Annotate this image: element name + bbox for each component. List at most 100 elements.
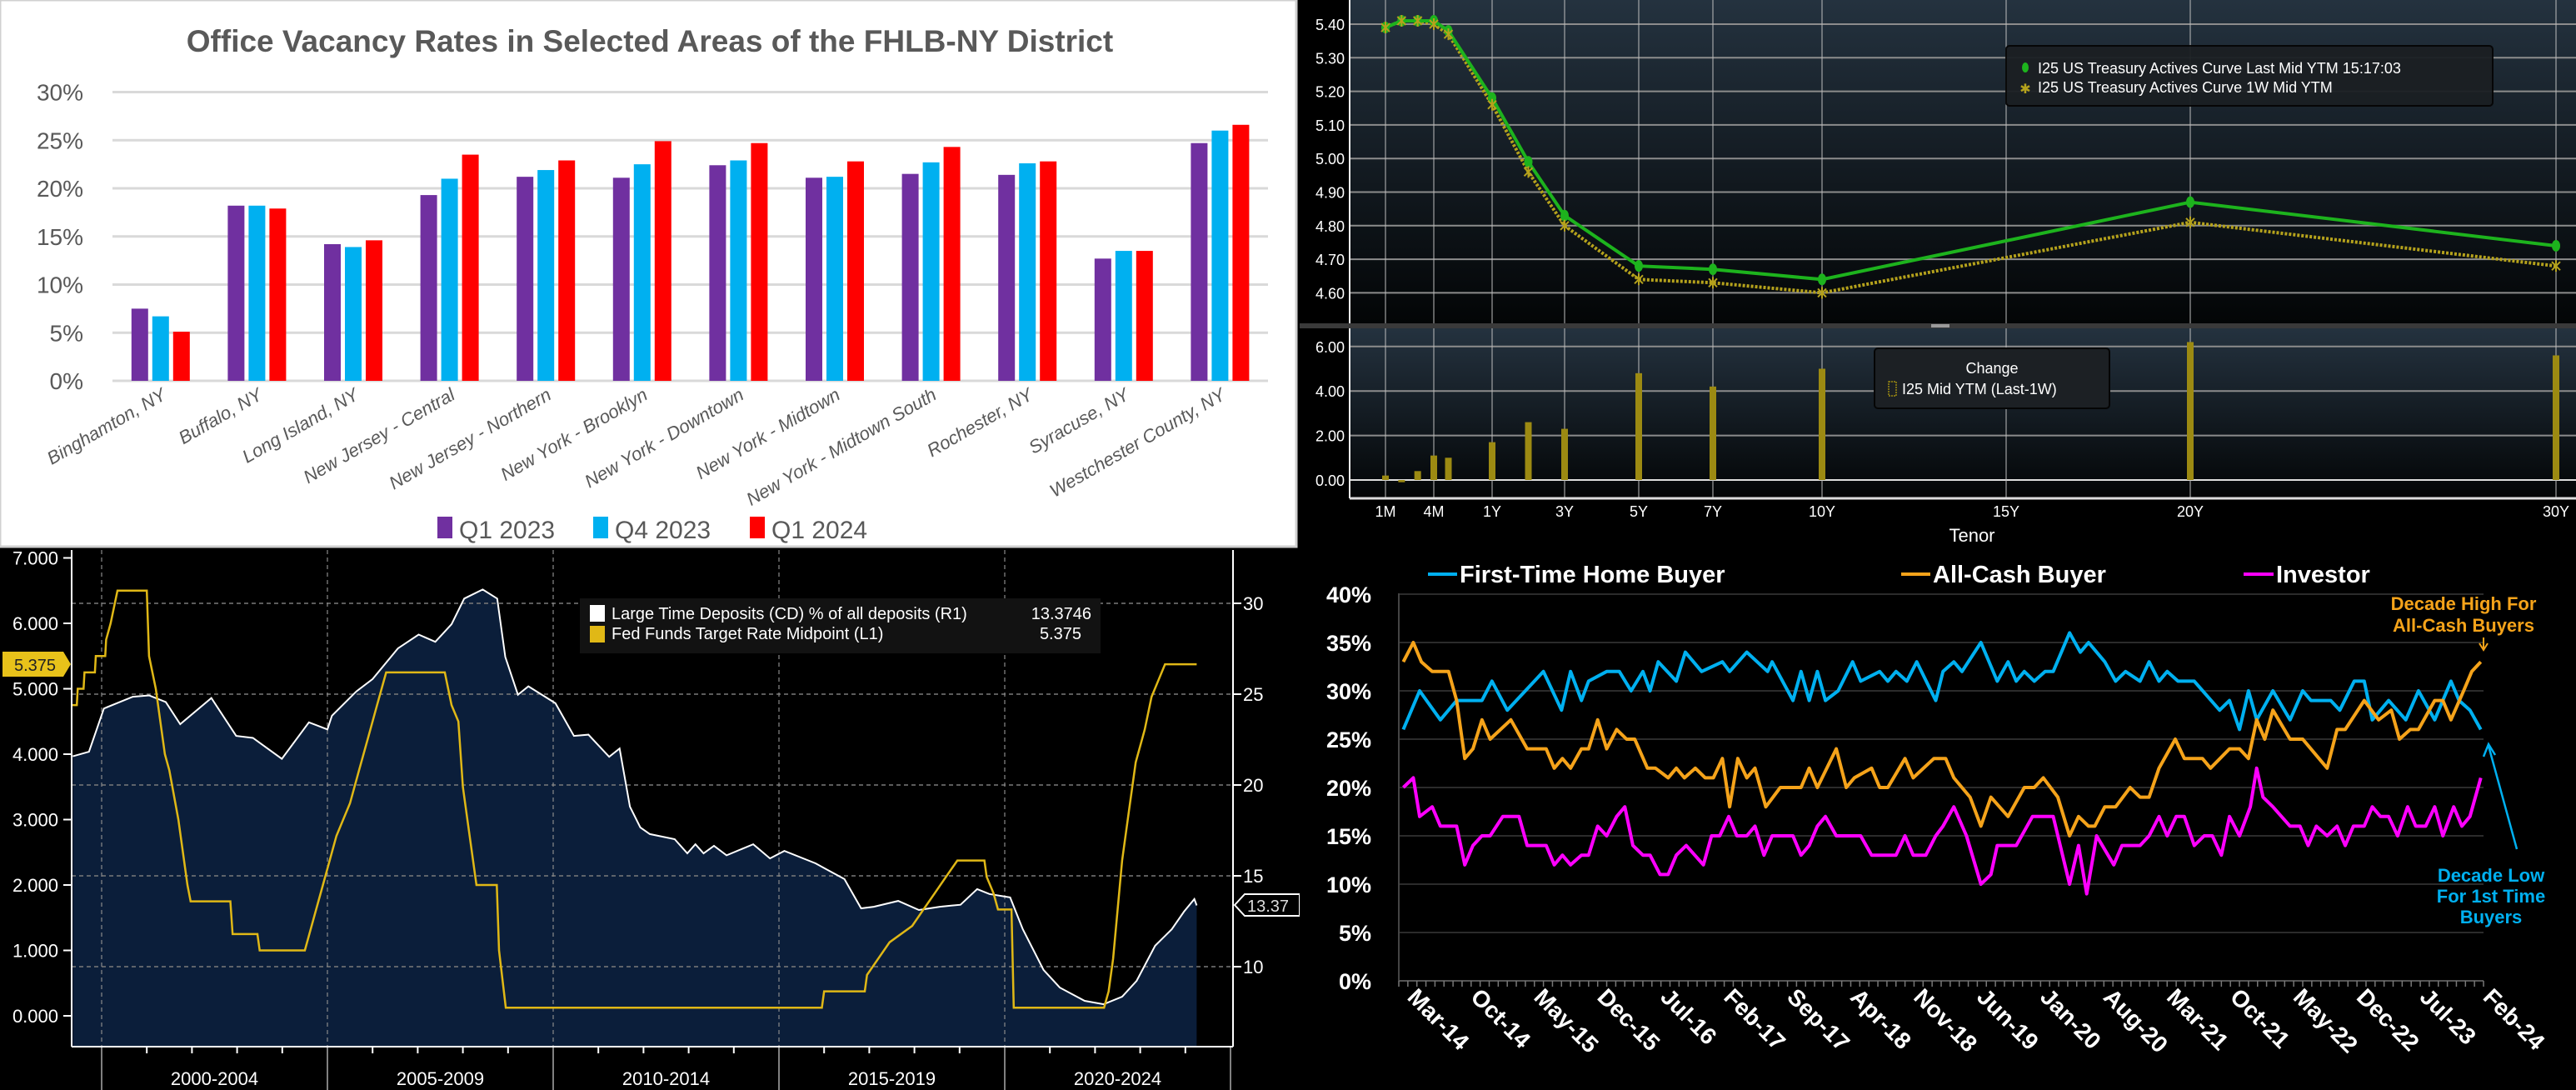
legend-box — [2005, 45, 2494, 107]
y-tick-label: 2.00 — [1315, 428, 1345, 445]
panel-background — [1300, 550, 2576, 1090]
annotation-arrow-down-icon — [2479, 638, 2489, 652]
x-period-label: 2015-2019 — [848, 1068, 936, 1089]
left-y-tick-label: 3.000 — [12, 810, 58, 831]
x-tick-label: 5Y — [1630, 503, 1648, 520]
annotation-decade-low: For 1st Time — [2437, 886, 2545, 907]
y-tick-label: 15% — [1326, 824, 1371, 849]
change-bar — [1710, 386, 1716, 480]
legend-label: I25 US Treasury Actives Curve Last Mid Y… — [2038, 60, 2401, 77]
x-tick-label: 1Y — [1483, 503, 1501, 520]
x-tick-label: 30Y — [2543, 503, 2569, 520]
change-bar — [1489, 442, 1495, 480]
x-axis-title: Tenor — [1949, 525, 1994, 546]
bar-q1-2023 — [227, 205, 245, 381]
bar-q1-2023 — [1094, 258, 1111, 381]
legend-value: 5.375 — [1040, 625, 1081, 643]
change-bar — [2187, 342, 2194, 480]
left-y-tick-label: 0.000 — [12, 1006, 58, 1027]
series-line-first-time-home-buyer — [1401, 631, 2483, 732]
y-tick-label: 5.40 — [1315, 17, 1345, 33]
change-bar — [1398, 480, 1405, 482]
y-tick-label: 25% — [37, 128, 83, 153]
y-tick-label: 6.00 — [1315, 339, 1345, 356]
bar-q1-2023 — [806, 178, 822, 381]
point-1w — [1523, 166, 1534, 178]
x-tick-label: 10Y — [1809, 503, 1835, 520]
y-tick-label: 4.00 — [1315, 383, 1345, 400]
series-line-all-cash-buyer — [1401, 641, 2483, 838]
bar-q1-2023 — [131, 308, 148, 381]
x-tick-label: 7Y — [1704, 503, 1722, 520]
change-bar — [1414, 471, 1421, 480]
y-tick-label: 0% — [50, 368, 83, 394]
bar-q1-2024 — [462, 154, 479, 381]
y-tick-label: 40% — [1326, 582, 1371, 608]
deposits-fedfunds-panel: 10 15 20 25 30 0.000 1.000 2.000 3.000 4.000 5.000… — [0, 548, 1300, 1090]
legend-label: Q1 2024 — [771, 517, 867, 544]
point-last — [2186, 196, 2194, 208]
fed-funds-last-badge — [2, 652, 71, 677]
x-period-label: 2020-2024 — [1074, 1068, 1161, 1089]
bar-q1-2024 — [654, 141, 671, 381]
annotation-arrow-up-icon — [2482, 742, 2519, 850]
legend-swatch — [437, 517, 452, 538]
homebuyer-share-panel: 0%5%10%15%20%25%30%35%40%Mar-14Oct-14May… — [1300, 550, 2576, 1090]
left-y-tick-label: 4.000 — [12, 744, 58, 765]
y-tick-label: 20% — [1326, 776, 1371, 801]
point-1w — [1817, 287, 1827, 299]
y-tick-label: 5.20 — [1315, 84, 1345, 101]
point-last — [1818, 273, 1826, 286]
pane-divider-handle[interactable] — [1931, 324, 1949, 328]
bar-q4-2023 — [1211, 130, 1229, 381]
change-legend-label: I25 Mid YTM (Last-1W) — [1902, 381, 2057, 398]
left-y-tick-label: 1.000 — [12, 941, 58, 962]
legend-marker-1w: ✱ — [2019, 82, 2030, 97]
x-tick-label: 1M — [1375, 503, 1395, 520]
point-last — [1524, 156, 1533, 168]
y-tick-label: 5% — [1339, 921, 1371, 946]
series-line-investor — [1402, 766, 2483, 896]
y-tick-label: 4.80 — [1315, 218, 1345, 235]
y-tick-label: 4.90 — [1315, 185, 1345, 202]
y-tick-label: 20% — [37, 176, 83, 202]
fed-funds-last-value: 5.375 — [14, 657, 56, 675]
y-tick-label: 25% — [1326, 728, 1371, 752]
bar-q1-2024 — [1232, 124, 1250, 381]
change-bar — [1445, 458, 1452, 480]
bar-q1-2024 — [366, 240, 382, 381]
change-bar — [1525, 422, 1532, 480]
right-y-tick-label: 10 — [1243, 957, 1263, 978]
legend-label: Investor — [2276, 562, 2370, 588]
point-last — [1709, 263, 1717, 276]
left-y-tick-label: 7.000 — [12, 548, 58, 569]
y-tick-label: 30% — [37, 80, 83, 106]
bar-q4-2023 — [1019, 162, 1036, 381]
curve-lines — [1380, 14, 2561, 299]
point-last — [1635, 260, 1643, 272]
legend-swatch-fedfunds — [590, 626, 605, 642]
point-last — [1560, 209, 1569, 222]
left-y-tick-label: 6.000 — [12, 613, 58, 634]
treasury-curve-panel: 4.60 4.70 4.80 4.90 5.00 5.10 5.20 5.30 5.40 0.00… — [1300, 0, 2576, 550]
bar-q4-2023 — [922, 162, 940, 381]
bar-q1-2023 — [612, 178, 630, 381]
y-tick-label: 0.00 — [1315, 472, 1345, 489]
deposits-last-value: 13.37 — [1247, 898, 1289, 916]
fed-funds-line — [71, 589, 1197, 1009]
y-tick-label: 4.70 — [1315, 252, 1345, 268]
legend-label: First-Time Home Buyer — [1460, 562, 1725, 588]
right-y-tick-label: 30 — [1243, 593, 1263, 614]
change-legend-swatch — [1888, 381, 1897, 397]
change-legend-title: Change — [1965, 360, 2018, 377]
annotation-decade-high: Decade High For — [2391, 593, 2537, 614]
right-y-tick-label: 25 — [1243, 684, 1263, 705]
x-period-label: 2000-2004 — [171, 1068, 258, 1089]
legend-label: Q4 2023 — [615, 517, 711, 544]
bar-q1-2023 — [998, 174, 1016, 381]
point-1w — [2551, 260, 2561, 272]
bar-q1-2023 — [709, 165, 726, 381]
legend-swatch-deposits — [590, 605, 605, 622]
change-bar — [1635, 372, 1642, 480]
bar-q1-2024 — [269, 208, 287, 381]
